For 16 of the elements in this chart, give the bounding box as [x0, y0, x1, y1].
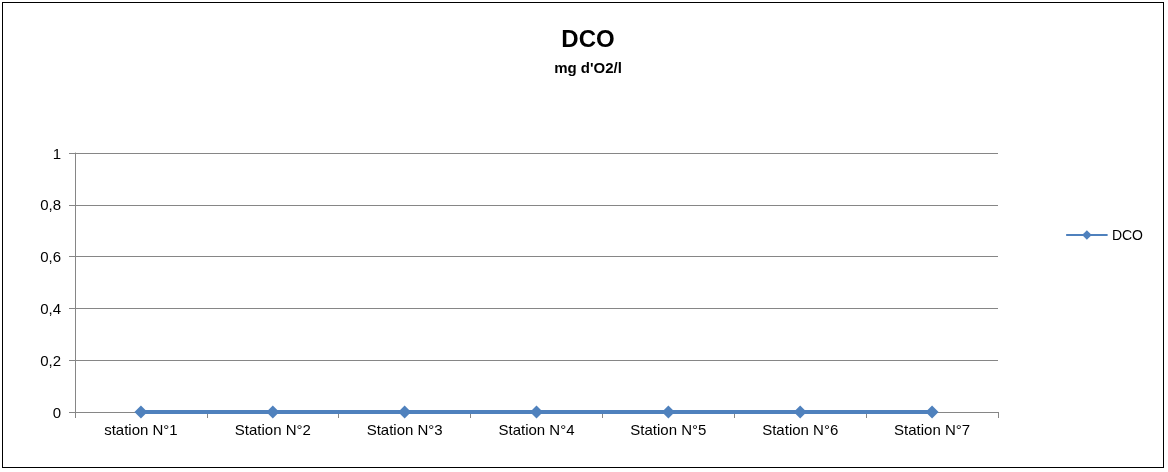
- x-tick-label: Station N°2: [234, 421, 311, 438]
- x-tick-label: Station N°5: [630, 421, 707, 438]
- x-tick-label: Station N°4: [498, 421, 575, 438]
- y-tick-label: 0,6: [40, 248, 61, 266]
- y-tick-label: 0,8: [40, 196, 61, 214]
- y-tick-label: 0,2: [40, 351, 61, 369]
- x-tick-label: Station N°3: [366, 421, 443, 438]
- legend-label: DCO: [1111, 227, 1144, 243]
- y-tick-label: 0: [52, 403, 61, 421]
- x-tick-label: station N°1: [104, 421, 178, 438]
- chart-subtitle: mg d'O2/l: [554, 59, 622, 76]
- y-tick-label: 1: [52, 144, 61, 162]
- x-tick-label: Station N°7: [894, 421, 971, 438]
- y-tick-label: 0,4: [40, 299, 61, 317]
- x-tick-label: Station N°6: [762, 421, 839, 438]
- chart-title: DCO: [561, 24, 615, 52]
